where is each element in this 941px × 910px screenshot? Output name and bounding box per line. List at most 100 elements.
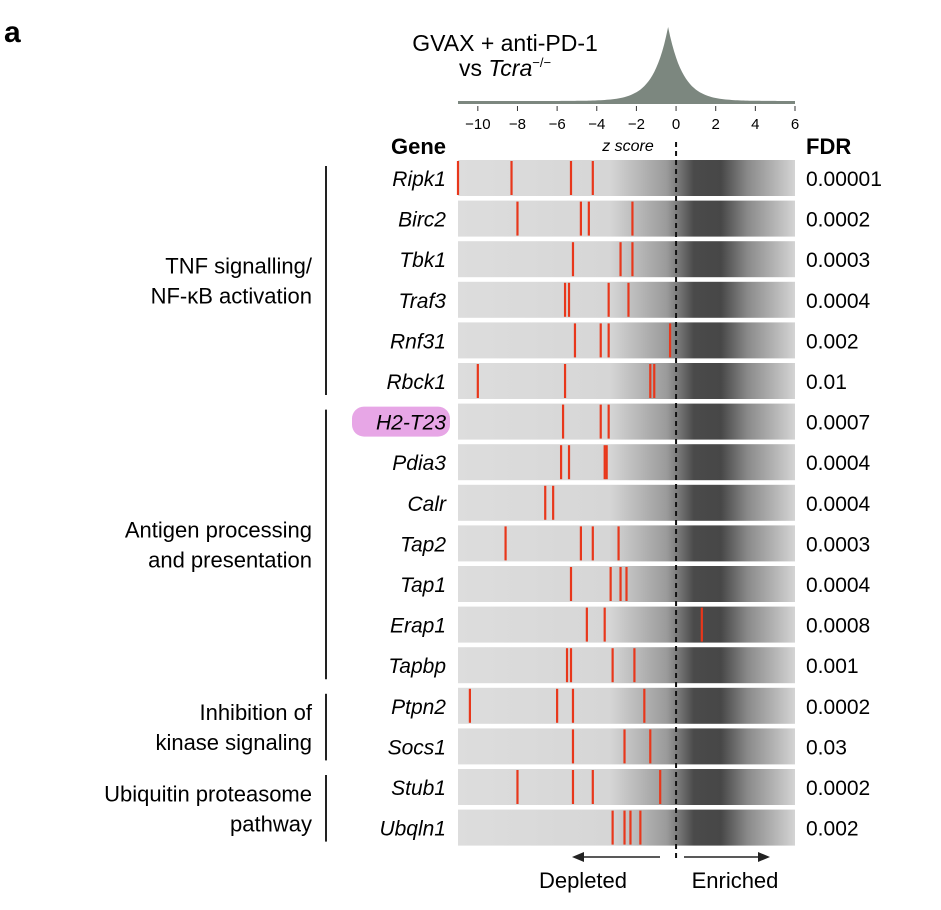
gene-rows: Ripk1 0.00001 Birc2 0.0002 Tbk1 0.0003 Traf3 0.…	[352, 160, 882, 846]
gene-row-ptpn2: Ptpn2 0.0002	[391, 687, 870, 724]
chart-title-line1: GVAX + anti-PD-1	[412, 30, 598, 56]
fdr-value: 0.0004	[806, 574, 871, 597]
fdr-value: 0.0004	[806, 452, 871, 475]
gene-label: Birc2	[398, 209, 446, 232]
row-background	[458, 769, 795, 805]
row-background	[458, 322, 795, 359]
x-tick-label: −10	[465, 116, 490, 133]
gene-row-tap2: Tap2 0.0003	[400, 525, 870, 562]
gene-label: Ubqln1	[379, 818, 446, 841]
enriched-arrow-head	[758, 852, 770, 862]
gene-label: Rbck1	[386, 371, 446, 394]
group-label: Inhibition of	[199, 700, 312, 725]
x-axis-ticks: −10 −8 −6 −4 −2 0 2 4 6	[465, 106, 799, 133]
x-tick-label: 4	[751, 116, 759, 133]
gene-row-ripk1: Ripk1 0.00001	[392, 160, 882, 196]
row-background	[458, 403, 795, 440]
fdr-value: 0.001	[806, 655, 859, 678]
row-background	[458, 809, 795, 846]
x-tick-label: −6	[549, 116, 566, 133]
chart-title-prefix: vs	[459, 55, 488, 81]
gene-label: Socs1	[388, 736, 446, 759]
row-background	[458, 241, 795, 278]
gene-label: Traf3	[399, 290, 447, 313]
fdr-value: 0.0007	[806, 412, 870, 435]
gene-highlight	[352, 406, 450, 437]
chart-title-superscript: −/−	[532, 55, 551, 70]
x-axis-label: z score	[601, 138, 654, 155]
chart-title-line2: vs Tcra−/−	[459, 55, 551, 81]
fdr-value: 0.002	[806, 818, 859, 841]
enriched-label: Enriched	[692, 868, 779, 893]
fdr-value: 0.0002	[806, 209, 870, 232]
group-label: and presentation	[148, 547, 312, 572]
row-background	[458, 363, 795, 399]
row-background	[458, 484, 795, 521]
gene-row-stub1: Stub1 0.0002	[391, 769, 870, 805]
pathway-groups: TNF signalling/NF-κB activation Antigen p…	[104, 166, 327, 842]
gene-row-pdia3: Pdia3 0.0004	[392, 444, 871, 481]
gene-label: Ptpn2	[391, 696, 446, 719]
gene-row-birc2: Birc2 0.0002	[398, 200, 870, 237]
row-background	[458, 444, 795, 481]
group-label: TNF signalling/	[165, 254, 313, 279]
gene-row-tbk1: Tbk1 0.0003	[399, 241, 870, 278]
row-background	[458, 525, 795, 562]
gene-label: Stub1	[391, 777, 446, 800]
panel-label: a	[4, 16, 21, 49]
gene-label: Tbk1	[399, 249, 446, 272]
fdr-value: 0.0003	[806, 249, 870, 272]
fdr-value: 0.00001	[806, 168, 882, 191]
gene-label: Tap2	[400, 533, 446, 556]
gene-label: Tapbp	[388, 655, 446, 678]
gene-row-rnf31: Rnf31 0.002	[390, 322, 859, 359]
group-label: kinase signaling	[155, 730, 312, 755]
gene-row-rbck1: Rbck1 0.01	[386, 363, 847, 399]
x-tick-label: −4	[588, 116, 605, 133]
direction-arrows	[572, 852, 770, 862]
group-label: pathway	[230, 811, 312, 836]
row-background	[458, 687, 795, 724]
depleted-label: Depleted	[539, 868, 627, 893]
gene-row-ubqln1: Ubqln1 0.002	[379, 809, 859, 846]
fdr-column-header: FDR	[806, 134, 851, 159]
group-label: Ubiquitin proteasome	[104, 781, 312, 806]
gene-row-tap1: Tap1 0.0004	[400, 566, 871, 602]
gene-label: Tap1	[400, 574, 446, 597]
gene-label: Rnf31	[390, 330, 446, 353]
chart-title-gene: Tcra	[488, 55, 532, 81]
row-background	[458, 606, 795, 643]
gene-row-h2-t23: H2-T23 0.0007	[352, 403, 870, 440]
gene-row-calr: Calr 0.0004	[407, 484, 871, 521]
fdr-value: 0.0003	[806, 533, 870, 556]
fdr-value: 0.0004	[806, 290, 871, 313]
x-tick-label: 0	[672, 116, 680, 133]
gene-label: Calr	[407, 493, 447, 516]
fdr-value: 0.0004	[806, 493, 871, 516]
row-background	[458, 200, 795, 237]
row-background	[458, 281, 795, 318]
row-background	[458, 647, 795, 684]
fdr-value: 0.0002	[806, 696, 870, 719]
gene-row-traf3: Traf3 0.0004	[399, 281, 871, 318]
fdr-value: 0.01	[806, 371, 847, 394]
depleted-arrow-head	[572, 852, 584, 862]
gene-row-tapbp: Tapbp 0.001	[388, 647, 859, 684]
group-label: Antigen processing	[125, 517, 312, 542]
gene-label: Erap1	[390, 615, 446, 638]
fdr-value: 0.03	[806, 736, 847, 759]
gene-label: Pdia3	[392, 452, 446, 475]
row-background	[458, 160, 795, 196]
fdr-value: 0.0008	[806, 615, 870, 638]
gene-row-erap1: Erap1 0.0008	[390, 606, 870, 643]
gene-label: Ripk1	[392, 168, 446, 191]
x-tick-label: −8	[509, 116, 526, 133]
group-label: NF-κB activation	[151, 284, 312, 309]
gene-column-header: Gene	[391, 134, 446, 159]
x-tick-label: 2	[712, 116, 720, 133]
row-background	[458, 728, 795, 765]
fdr-value: 0.002	[806, 330, 859, 353]
gene-label: H2-T23	[376, 412, 446, 435]
x-tick-label: 6	[791, 116, 799, 133]
